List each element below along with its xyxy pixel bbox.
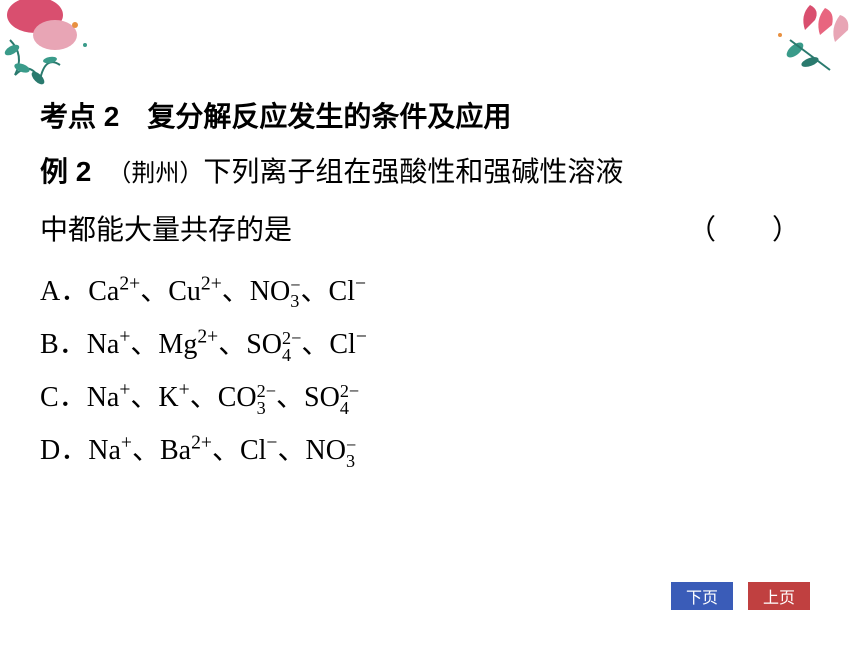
topic-heading: 考点 2 复分解反应发生的条件及应用 <box>40 95 820 135</box>
option-b: B．Na+、Mg2+、SO2−4、Cl− <box>40 318 820 371</box>
option-c: C．Na+、K+、CO2−3、SO2−4 <box>40 371 820 424</box>
next-page-button[interactable]: 下页 <box>671 582 733 610</box>
navigation-buttons: 下页 上页 <box>671 582 810 610</box>
answer-blank: （ ） <box>688 206 800 256</box>
example-source: （荆州） <box>119 161 203 187</box>
prev-page-button[interactable]: 上页 <box>748 582 810 610</box>
decoration-top-left <box>0 0 130 100</box>
slide-content: 考点 2 复分解反应发生的条件及应用 例 2 （荆州）下列离子组在强酸性和强碱性… <box>40 95 820 478</box>
topic-title-text: 复分解反应发生的条件及应用 <box>147 101 511 132</box>
decoration-top-right <box>740 0 860 95</box>
example-question-line2: 中都能大量共存的是 （ ） <box>40 206 820 256</box>
option-a: A．Ca2+、Cu2+、NO−3、Cl− <box>40 265 820 318</box>
example-label: 例 2 <box>40 156 91 187</box>
topic-label: 考点 2 <box>40 101 119 132</box>
question-stem-1: 下列离子组在强酸性和强碱性溶液 <box>203 157 623 188</box>
example-question: 例 2 （荆州）下列离子组在强酸性和强碱性溶液 <box>40 147 820 198</box>
options-list: A．Ca2+、Cu2+、NO−3、Cl− B．Na+、Mg2+、SO2−4、Cl… <box>40 265 820 478</box>
question-stem-2: 中都能大量共存的是 <box>40 215 292 246</box>
option-d: D．Na+、Ba2+、Cl−、NO−3 <box>40 424 820 477</box>
